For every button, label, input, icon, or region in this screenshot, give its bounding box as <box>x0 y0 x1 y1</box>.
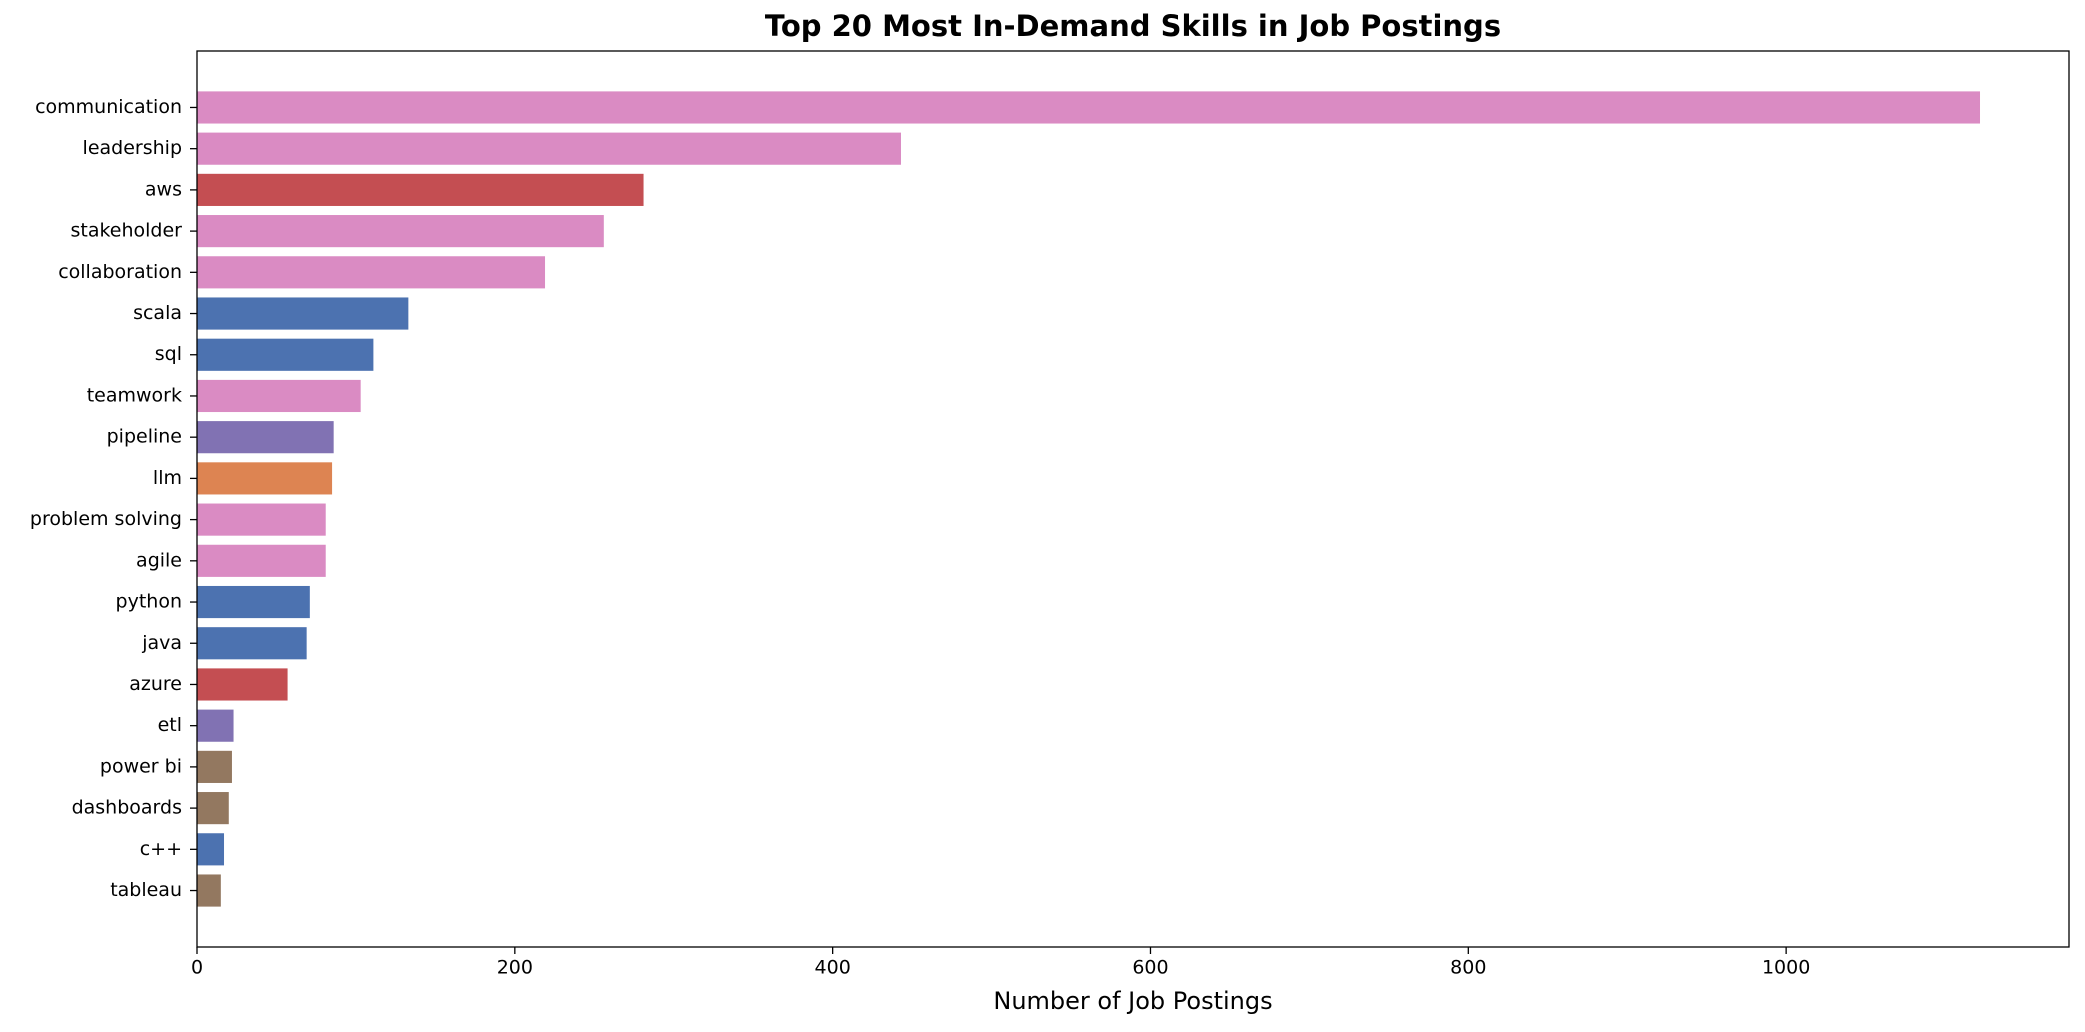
bar <box>197 709 234 742</box>
bar <box>197 750 232 783</box>
y-tick-label: llm <box>153 467 182 489</box>
x-tick-label: 200 <box>497 957 533 979</box>
y-tick-label: python <box>116 591 182 613</box>
y-tick-label: agile <box>136 549 182 571</box>
bar <box>197 379 361 413</box>
y-tick-label: leadership <box>83 137 182 159</box>
y-tick-label: collaboration <box>58 261 182 283</box>
bar <box>197 173 644 206</box>
x-tick-label: 1000 <box>1762 957 1810 979</box>
bar <box>197 462 333 495</box>
y-tick-label: tableau <box>110 879 182 901</box>
bar <box>197 91 1981 124</box>
y-tick-label: dashboards <box>72 797 182 819</box>
x-axis-label: Number of Job Postings <box>993 987 1272 1015</box>
y-tick-label: azure <box>129 673 182 695</box>
y-tick-label: scala <box>133 302 182 324</box>
bar <box>197 503 326 536</box>
y-tick-label: c++ <box>140 838 182 860</box>
x-tick-label: 400 <box>815 957 851 979</box>
y-tick-label: pipeline <box>107 426 182 448</box>
y-tick-label: stakeholder <box>70 220 182 242</box>
y-tick-label: java <box>141 632 182 654</box>
bar <box>197 421 334 454</box>
x-tick-label: 0 <box>191 957 203 979</box>
plot-frame <box>196 50 2070 948</box>
bar <box>197 297 409 330</box>
bar <box>197 132 901 165</box>
bar <box>197 627 307 660</box>
bar <box>197 585 310 619</box>
bar <box>197 833 225 866</box>
x-tick-label: 600 <box>1132 957 1168 979</box>
bar <box>197 668 288 701</box>
y-tick-label: etl <box>158 714 182 736</box>
y-tick-label: communication <box>35 96 182 118</box>
bar <box>197 874 221 907</box>
y-tick-label: problem solving <box>30 508 182 530</box>
bar <box>197 215 604 248</box>
bar <box>197 256 546 289</box>
chart-title: Top 20 Most In-Demand Skills in Job Post… <box>765 9 1501 43</box>
y-tick-label: aws <box>145 178 182 200</box>
y-tick-label: teamwork <box>87 384 182 406</box>
x-tick-label: 800 <box>1450 957 1486 979</box>
y-tick-label: power bi <box>100 755 182 777</box>
bar <box>197 338 374 371</box>
y-tick-label: sql <box>155 343 182 365</box>
bar <box>197 544 326 577</box>
bar <box>197 792 229 825</box>
